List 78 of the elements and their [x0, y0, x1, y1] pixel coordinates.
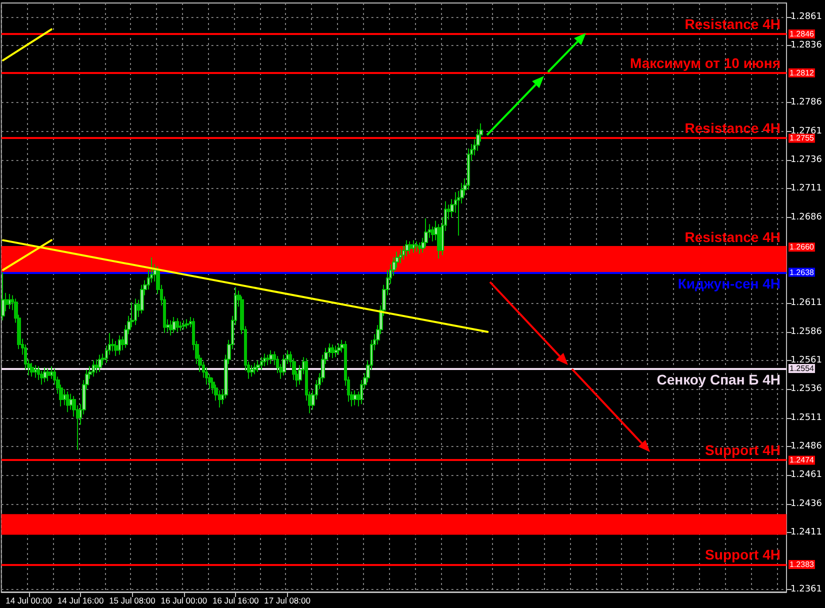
ref-line-label: Resistance 4H	[684, 229, 781, 246]
candlestick	[260, 356, 263, 370]
candlestick	[399, 248, 402, 264]
candlestick	[412, 240, 415, 254]
candlestick	[331, 344, 334, 359]
x-tick-label: 16 Jul 00:00	[160, 596, 208, 606]
y-tick-label: 1.2711	[790, 184, 822, 194]
candlestick	[282, 354, 286, 376]
annotation: 1.2755	[790, 134, 815, 143]
ref-line-label: Support 4H	[705, 442, 781, 458]
ref-line-label: Resistance 4H	[684, 16, 781, 32]
y-tick-label: 1.2611	[790, 298, 822, 308]
candlestick	[179, 321, 182, 332]
candlestick	[405, 240, 409, 257]
candlestick	[40, 370, 44, 386]
candlestick	[1, 272, 5, 321]
candlestick	[118, 334, 121, 356]
candlestick	[337, 342, 341, 356]
candlestick	[269, 350, 273, 364]
y-tick-label: 1.2786	[790, 98, 822, 108]
annotation: 1.2846	[790, 29, 815, 38]
candlestick	[408, 240, 412, 254]
y-tick-label: 1.2561	[790, 356, 822, 366]
candlestick	[172, 316, 176, 334]
candlestick	[30, 362, 34, 378]
x-tick-label: 14 Jul 16:00	[57, 596, 104, 606]
candlestick	[418, 242, 422, 254]
y-tick-label: 1.2461	[790, 470, 822, 480]
ref-line-label: Максимум от 10 июня	[630, 54, 781, 71]
y-tick-label: 1.2411	[790, 527, 822, 538]
candlestick	[353, 390, 357, 406]
candlestick	[250, 364, 254, 378]
candlestick	[92, 360, 95, 378]
y-tick-label: 1.2361	[790, 584, 822, 595]
candlestick	[8, 294, 11, 310]
y-tick-label: 1.2761	[790, 126, 822, 136]
ref-line-label: Сенкоу Спан Б 4H	[656, 372, 781, 388]
candlestick	[253, 362, 257, 375]
candlestick	[46, 368, 50, 382]
candlestick	[415, 240, 418, 252]
annotation: 1.2812	[790, 68, 815, 78]
candlestick	[263, 353, 266, 367]
ref-line-label: Support 4H	[705, 546, 781, 562]
candlestick	[334, 345, 338, 358]
candlestick	[185, 318, 189, 329]
annotation: 1.2474	[790, 456, 815, 465]
y-tick-label: 1.2861	[790, 12, 822, 22]
x-tick-label: 17 Jul 08:00	[264, 596, 311, 606]
x-tick-label: 15 Jul 08:00	[109, 596, 156, 606]
y-tick-label: 1.2486	[790, 441, 822, 452]
ref-line-label: Киджун-сен 4H	[678, 275, 781, 292]
y-tick-label: 1.2511	[790, 412, 822, 423]
candlestick	[43, 366, 47, 383]
candlestick	[176, 318, 179, 332]
candlestick	[98, 354, 102, 372]
annotation: 1.2383	[790, 560, 815, 569]
annotation: 1.2554	[790, 364, 815, 374]
x-tick-label: 16 Jul 16:00	[212, 596, 260, 606]
candlestick	[266, 354, 270, 366]
candlestick	[95, 358, 98, 374]
annotation: 1.2638	[790, 268, 815, 277]
y-tick-label: 1.2686	[790, 212, 822, 222]
candlestick	[182, 320, 186, 330]
candlestick	[37, 366, 40, 381]
candlestick	[140, 284, 144, 314]
y-tick-label: 1.2586	[790, 326, 822, 337]
ref-line-label: Resistance 4H	[684, 120, 781, 136]
candlestick	[34, 364, 37, 378]
y-tick-label: 1.2736	[790, 154, 822, 165]
candlestick	[256, 360, 260, 372]
candlestick	[169, 320, 173, 336]
y-tick-label: 1.2536	[790, 384, 822, 394]
annotation: 1.2660	[790, 242, 815, 252]
y-tick-label: 1.2436	[790, 498, 822, 509]
x-tick-label: 14 Jul 00:00	[6, 596, 52, 606]
candlestick	[134, 298, 137, 326]
candlestick	[66, 390, 69, 413]
y-tick-label: 1.2836	[790, 40, 822, 50]
